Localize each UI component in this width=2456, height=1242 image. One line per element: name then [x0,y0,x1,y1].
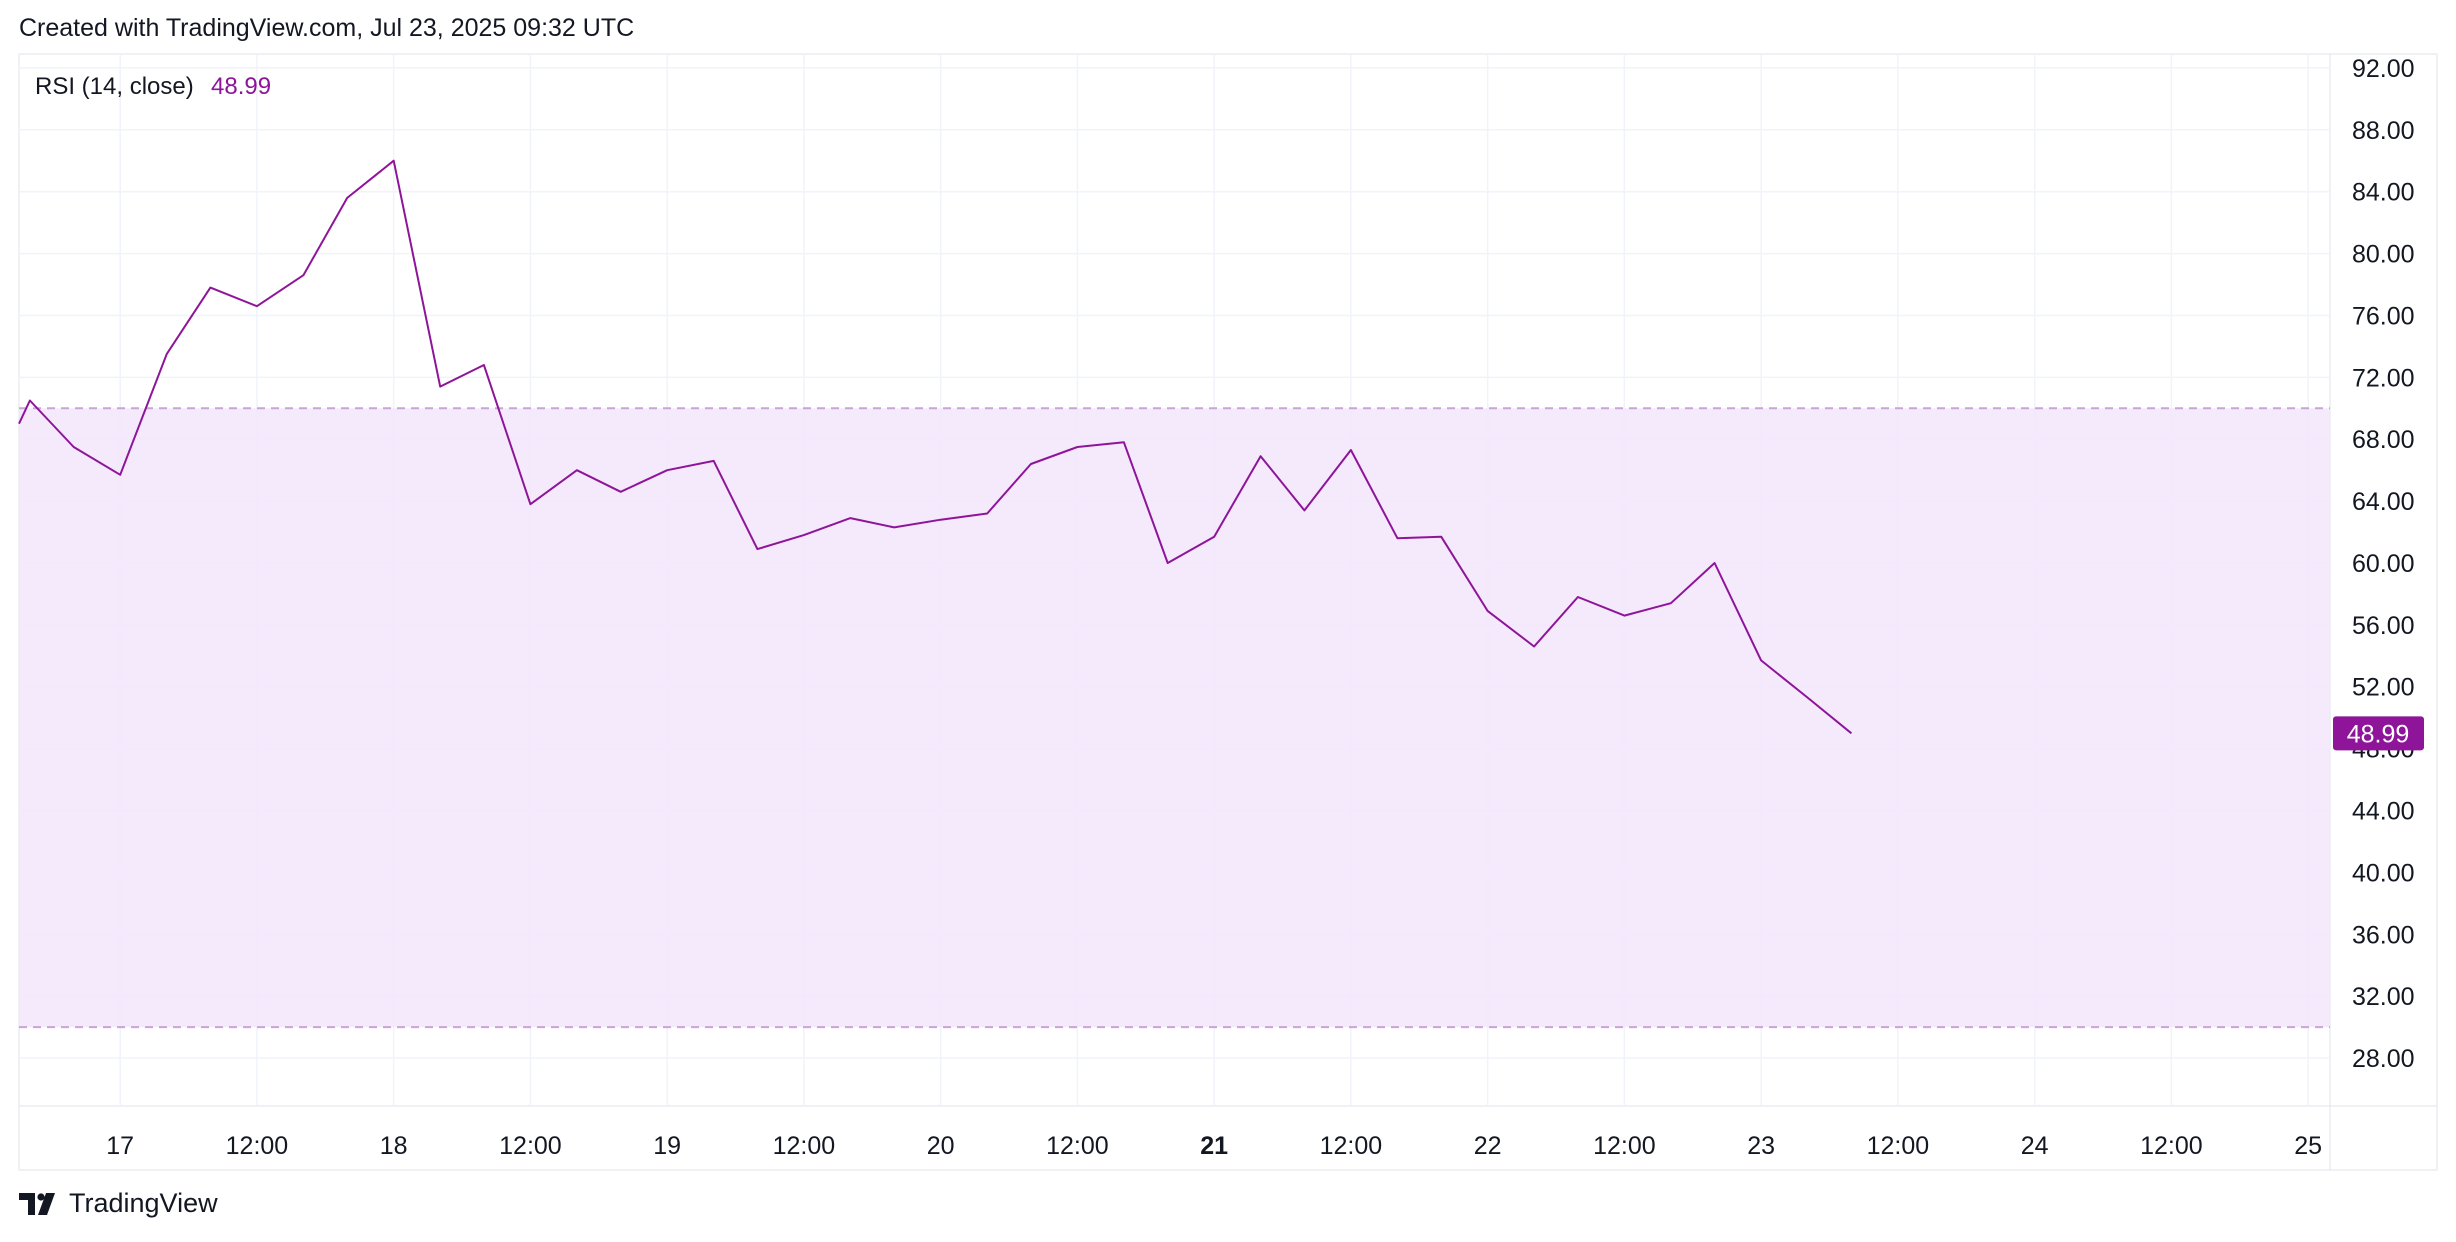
x-tick-label: 25 [2294,1132,2322,1160]
price-axis: 92.00 88.00 84.00 80.00 76.00 72.00 68.00 64.00… [2352,55,2415,1073]
y-tick-label: 88.00 [2352,117,2415,145]
y-tick-label: 76.00 [2352,302,2415,330]
tradingview-footer[interactable]: TradingView [19,1188,218,1219]
y-tick-label: 40.00 [2352,859,2415,887]
y-tick-label: 32.00 [2352,983,2415,1011]
tradingview-logo-icon [19,1192,55,1215]
rsi-series [18,159,1853,735]
last-value-badge [2333,716,2424,751]
x-tick-label: 21 [1200,1132,1228,1160]
legend-label: RSI (14, close) [35,73,194,100]
rsi-band [19,407,2330,1029]
x-tick-label: 24 [2021,1132,2049,1160]
x-tick-label: 12:00 [2140,1132,2203,1160]
x-tick-label: 12:00 [1046,1132,1109,1160]
x-tick-label: 18 [380,1132,408,1160]
x-tick-label: 23 [1747,1132,1775,1160]
x-tick-label: 17 [106,1132,134,1160]
rsi-line [18,159,1853,735]
last-value-label: 48.99 [2347,720,2410,748]
y-tick-label: 92.00 [2352,55,2415,83]
x-tick-label: 12:00 [1320,1132,1383,1160]
y-tick-label: 72.00 [2352,364,2415,392]
legend-value: 48.99 [211,73,271,100]
y-tick-label: 80.00 [2352,241,2415,269]
footer-brand: TradingView [69,1188,218,1218]
x-tick-label: 20 [927,1132,955,1160]
y-tick-label: 84.00 [2352,179,2415,207]
y-tick-label: 28.00 [2352,1045,2415,1073]
x-tick-label: 22 [1474,1132,1502,1160]
x-tick-label: 12:00 [773,1132,836,1160]
x-tick-label: 19 [653,1132,681,1160]
x-tick-label: 12:00 [226,1132,289,1160]
y-tick-label: 64.00 [2352,488,2415,516]
band-fill [19,408,2330,1028]
y-tick-label: 52.00 [2352,674,2415,702]
x-tick-label: 12:00 [499,1132,562,1160]
legend[interactable]: RSI (14, close) 48.99 [35,73,271,100]
last-value-marker: 48.99 [2333,716,2424,751]
time-axis: 17 12:00 18 12:00 19 12:00 20 12:00 21 12:00 22 12:… [106,1132,2322,1160]
y-tick-label: 68.00 [2352,426,2415,454]
y-tick-label: 56.00 [2352,612,2415,640]
y-tick-label: 60.00 [2352,550,2415,578]
y-tick-label: 44.00 [2352,798,2415,826]
x-tick-label: 12:00 [1593,1132,1656,1160]
created-with-header: Created with TradingView.com, Jul 23, 20… [19,14,635,42]
x-tick-label: 12:00 [1867,1132,1930,1160]
y-tick-label: 36.00 [2352,921,2415,949]
